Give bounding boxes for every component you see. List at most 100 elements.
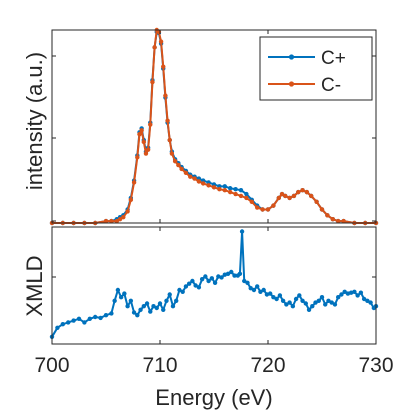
bottom-series-1-point — [186, 281, 192, 286]
top-series-2-point — [222, 187, 227, 193]
bottom-series-1-point — [319, 295, 325, 300]
bottom-series-1-point — [183, 284, 189, 289]
bottom-series-1-point — [131, 310, 137, 315]
top-series-2-point — [238, 193, 244, 199]
top-series-2-point — [319, 207, 325, 212]
top-series-2-point — [255, 205, 260, 210]
bottom-series-1-point — [138, 307, 143, 312]
bottom-series-1-point — [245, 280, 250, 285]
bottom-series-1-point — [196, 285, 202, 290]
top-series-2-point — [109, 218, 114, 224]
bottom-series-1-point — [326, 298, 331, 303]
bottom-series-1-point — [151, 304, 156, 309]
bottom-series-1-point — [280, 298, 286, 303]
bottom-series-1-point — [154, 305, 159, 311]
bottom-series-1-point — [157, 301, 163, 306]
bottom-series-1-point — [103, 313, 109, 318]
top-series-2-point — [131, 180, 137, 185]
bottom-series-1-point — [209, 276, 215, 281]
top-series-1-point — [228, 186, 233, 191]
top-series-2-point — [330, 216, 335, 222]
top-series-2-point — [165, 118, 170, 123]
top-series-2-point — [211, 185, 217, 190]
legend: C+ C- — [259, 36, 373, 101]
bottom-series-1-point — [60, 322, 65, 327]
bottom-series-1-point — [174, 298, 179, 303]
top-series-2-point — [287, 195, 292, 201]
top-series-2-point — [309, 193, 314, 199]
top-series-2-point — [260, 207, 265, 212]
top-series-2-point — [103, 218, 109, 224]
top-series-2-point — [276, 195, 281, 201]
top-series-1-point — [244, 191, 249, 197]
bottom-series-1-point — [336, 295, 341, 300]
bottom-ylabel: XMLD — [22, 255, 47, 316]
top-series-2-point — [233, 191, 238, 197]
bottom-series-1-point — [261, 287, 266, 293]
bottom-series-1-point — [251, 287, 257, 293]
x-tick-label-710: 710 — [142, 354, 177, 377]
top-series-2-point — [206, 183, 211, 188]
top-series-2-point — [196, 179, 202, 184]
top-series-2-point — [201, 181, 206, 186]
bottom-series-1-point — [239, 229, 245, 234]
top-series-2-point — [325, 213, 330, 218]
top-series-2-point — [121, 215, 126, 220]
top-series-1-point — [222, 184, 227, 189]
bottom-series-1-point — [313, 300, 318, 305]
top-series-2-point — [179, 166, 184, 172]
top-series-2-point — [139, 128, 144, 133]
top-series-2-point — [244, 195, 249, 201]
bottom-series-1-point — [190, 278, 195, 284]
bottom-series-1-point — [237, 271, 243, 276]
bottom-series-1-point — [135, 313, 140, 318]
bottom-series-1-point — [255, 284, 260, 289]
top-series-2-point — [161, 64, 166, 69]
legend-marker-c-minus — [288, 81, 295, 87]
top-series-2-point — [143, 151, 149, 156]
bottom-panel — [49, 226, 379, 345]
bottom-series-1-point — [87, 316, 93, 321]
bottom-series-1-point — [109, 311, 114, 316]
bottom-series-1-point — [293, 296, 299, 302]
bottom-series-1-point — [316, 298, 321, 303]
top-series-2-point — [167, 137, 172, 143]
bottom-series-1-point — [300, 298, 305, 303]
bottom-series-1-point — [199, 277, 205, 282]
bottom-axes-frame — [51, 226, 377, 345]
top-series-2-point — [183, 170, 189, 176]
bottom-series-1-point — [125, 304, 130, 309]
bottom-series-1-point — [361, 296, 367, 302]
top-series-2-point — [125, 209, 130, 214]
bottom-series-1-point — [141, 304, 146, 309]
top-panel — [49, 27, 379, 226]
bottom-series-1-point — [352, 289, 357, 294]
top-series-2-point — [150, 79, 155, 85]
x-tick-label-730: 730 — [358, 354, 393, 377]
bottom-series-1-point — [274, 296, 279, 302]
bottom-series-1-point — [170, 304, 176, 309]
top-series-2-point — [148, 122, 153, 127]
bottom-series-1-point — [212, 280, 218, 285]
bottom-series-1-point — [71, 318, 76, 323]
bottom-series-1-point — [118, 295, 124, 300]
bottom-series-1-point — [66, 320, 71, 325]
top-series-2-point — [314, 199, 319, 204]
top-series-2-point — [117, 216, 123, 222]
bottom-series-1-point — [164, 298, 169, 303]
bottom-series-1-point — [287, 300, 292, 305]
bottom-series-1-point — [297, 293, 302, 298]
top-series-2-point — [114, 218, 120, 224]
bottom-series-1-point — [55, 325, 60, 330]
bottom-series-1-point — [167, 292, 172, 297]
top-series-2-point — [283, 193, 288, 199]
top-series-2-point — [217, 187, 222, 192]
bottom-series-1-point — [277, 293, 283, 298]
bottom-series-1-point — [177, 287, 182, 293]
bottom-series-1-point — [242, 278, 247, 284]
bottom-series-1-point — [310, 304, 315, 309]
bottom-series-1-point — [355, 293, 360, 298]
bottom-series-1-point — [144, 301, 150, 306]
bottom-series-1-point — [358, 290, 364, 295]
